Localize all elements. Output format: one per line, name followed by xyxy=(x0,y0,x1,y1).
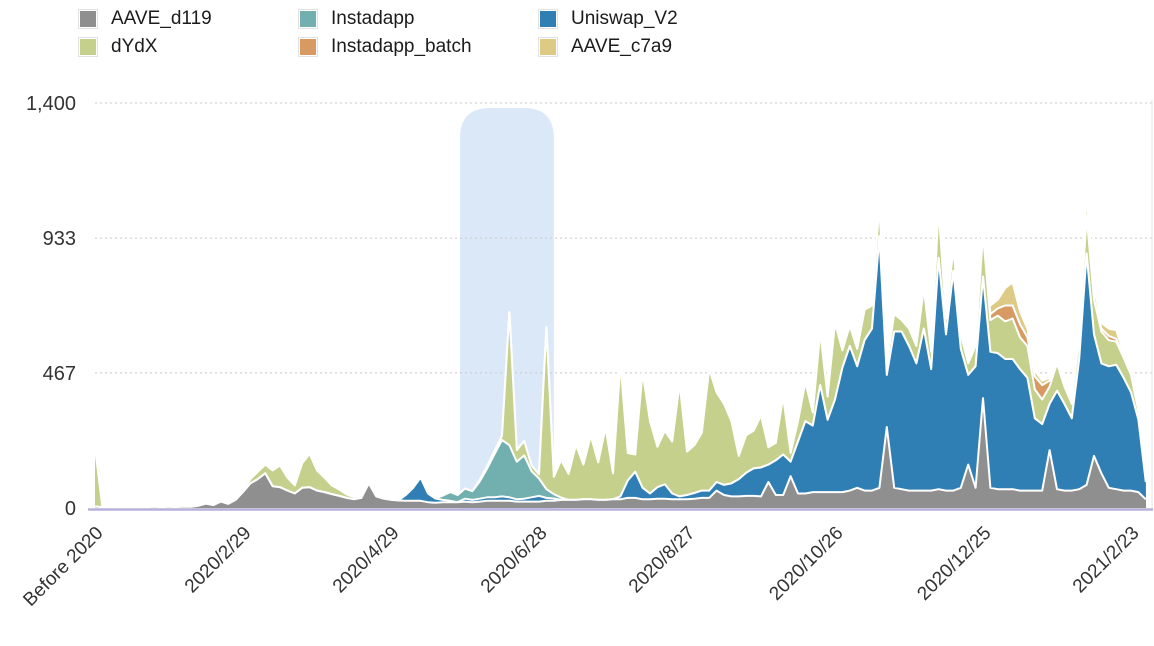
legend-item-instadapp-batch[interactable]: Instadapp_batch xyxy=(298,36,538,57)
legend-item-label: Uniswap_V2 xyxy=(571,8,678,29)
x-axis-tick-label: 2020/6/28 xyxy=(477,523,552,598)
x-axis-tick-label: 2020/2/29 xyxy=(181,523,256,598)
legend-item-label: AAVE_d119 xyxy=(111,8,212,29)
legend-swatch-icon xyxy=(538,8,558,29)
legend-item-instadapp[interactable]: Instadapp xyxy=(298,8,538,29)
highlight-band[interactable] xyxy=(460,108,554,509)
legend-swatch-icon xyxy=(298,36,318,57)
y-axis-tick-label: 467 xyxy=(43,363,76,385)
legend-item-aave-c7a9[interactable]: AAVE_c7a9 xyxy=(538,36,768,57)
x-axis-tick-label: 2020/12/25 xyxy=(913,523,995,605)
x-axis-tick-label: 2020/4/29 xyxy=(329,523,404,598)
legend-column: Uniswap_V2 AAVE_c7a9 xyxy=(538,8,768,57)
legend-swatch-icon xyxy=(538,36,558,57)
series-area-Uniswap_V2[interactable] xyxy=(95,236,1146,508)
series-outline-dYdX xyxy=(94,203,1147,509)
y-axis-tick-label: 1,400 xyxy=(26,93,76,115)
legend-item-label: Instadapp xyxy=(331,8,415,29)
legend-item-label: dYdX xyxy=(111,36,158,57)
x-axis-tick-label: 2020/10/26 xyxy=(765,523,847,605)
legend-swatch-icon xyxy=(78,36,98,57)
legend-item-dydx[interactable]: dYdX xyxy=(78,36,298,57)
legend-swatch-icon xyxy=(78,8,98,29)
series-outline-AAVE_d119 xyxy=(94,397,1147,509)
legend-item-label: Instadapp_batch xyxy=(331,36,472,57)
legend-column: AAVE_d119 dYdX xyxy=(78,8,298,57)
y-axis-tick-label: 933 xyxy=(43,228,76,250)
y-axis-tick-label: 0 xyxy=(65,498,76,520)
x-axis-tick-label: 2021/2/23 xyxy=(1069,523,1144,598)
x-axis-tick-label: Before 2020 xyxy=(19,523,107,611)
legend-column: Instadapp Instadapp_batch xyxy=(298,8,538,57)
legend-item-uniswap-v2[interactable]: Uniswap_V2 xyxy=(538,8,768,29)
series-area-AAVE_d119[interactable] xyxy=(95,398,1146,508)
legend-swatch-icon xyxy=(298,8,318,29)
chart-legend: AAVE_d119 dYdX Instadapp Instadapp_batch… xyxy=(78,8,768,57)
legend-item-label: AAVE_c7a9 xyxy=(571,36,673,57)
legend-item-aave-d119[interactable]: AAVE_d119 xyxy=(78,8,298,29)
x-axis-tick-label: 2020/8/27 xyxy=(625,523,700,598)
